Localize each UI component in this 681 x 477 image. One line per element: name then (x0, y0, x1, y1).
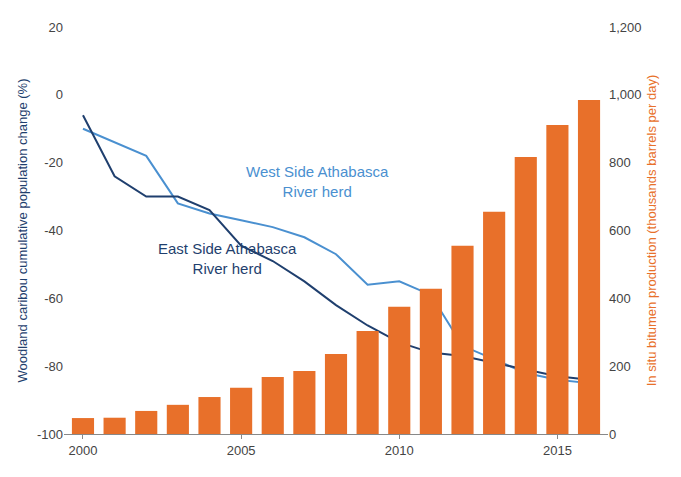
svg-text:2015: 2015 (543, 443, 572, 458)
svg-text:2010: 2010 (385, 443, 414, 458)
svg-text:-80: -80 (44, 359, 63, 374)
svg-text:-20: -20 (44, 155, 63, 170)
svg-text:1,200: 1,200 (609, 20, 642, 35)
svg-text:600: 600 (609, 223, 631, 238)
svg-text:Woodland caribou cumulative po: Woodland caribou cumulative population c… (15, 78, 30, 382)
svg-text:-40: -40 (44, 223, 63, 238)
svg-text:In situ bitumen production (th: In situ bitumen production (thousands ba… (644, 75, 659, 386)
svg-text:800: 800 (609, 155, 631, 170)
svg-text:East Side AthabascaRiver herd: East Side AthabascaRiver herd (158, 240, 297, 277)
svg-text:400: 400 (609, 291, 631, 306)
svg-text:0: 0 (56, 87, 63, 102)
svg-text:2005: 2005 (227, 443, 256, 458)
svg-text:2000: 2000 (69, 443, 98, 458)
svg-text:West Side AthabascaRiver herd: West Side AthabascaRiver herd (246, 163, 389, 200)
svg-text:-60: -60 (44, 291, 63, 306)
svg-text:-100: -100 (37, 427, 63, 442)
svg-text:20: 20 (49, 20, 63, 35)
svg-text:1,000: 1,000 (609, 87, 642, 102)
svg-text:200: 200 (609, 359, 631, 374)
svg-text:0: 0 (609, 427, 616, 442)
